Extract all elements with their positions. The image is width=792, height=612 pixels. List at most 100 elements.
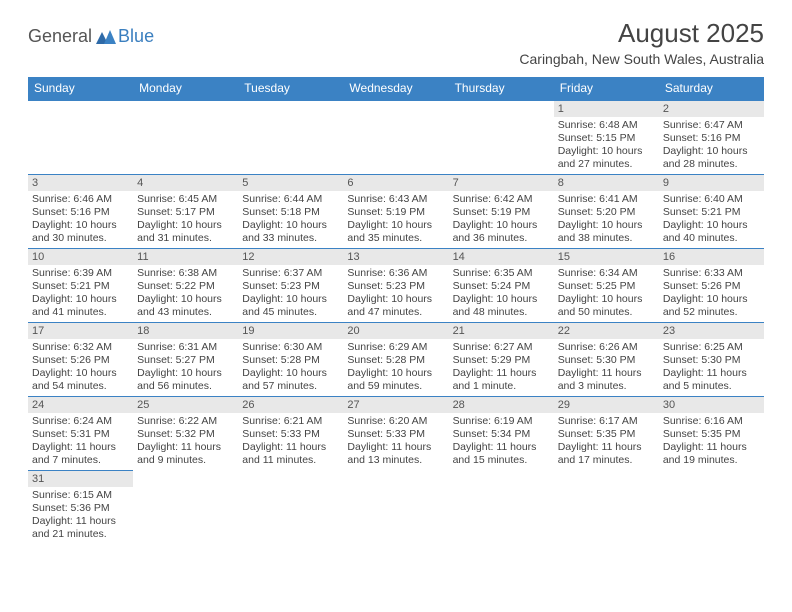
day-data: Sunrise: 6:43 AMSunset: 5:19 PMDaylight:… (343, 191, 448, 248)
day-header: Sunday (28, 77, 133, 100)
day-data: Sunrise: 6:46 AMSunset: 5:16 PMDaylight:… (28, 191, 133, 248)
day-data: Sunrise: 6:26 AMSunset: 5:30 PMDaylight:… (554, 339, 659, 396)
day-number: 12 (238, 249, 343, 265)
calendar-cell (449, 470, 554, 544)
calendar-cell: 18Sunrise: 6:31 AMSunset: 5:27 PMDayligh… (133, 322, 238, 396)
day-data: Sunrise: 6:33 AMSunset: 5:26 PMDaylight:… (659, 265, 764, 322)
calendar-row: 3Sunrise: 6:46 AMSunset: 5:16 PMDaylight… (28, 174, 764, 248)
calendar-cell: 27Sunrise: 6:20 AMSunset: 5:33 PMDayligh… (343, 396, 448, 470)
day-number: 4 (133, 175, 238, 191)
calendar-cell: 14Sunrise: 6:35 AMSunset: 5:24 PMDayligh… (449, 248, 554, 322)
day-header: Wednesday (343, 77, 448, 100)
title-block: August 2025 Caringbah, New South Wales, … (519, 18, 764, 67)
location: Caringbah, New South Wales, Australia (519, 51, 764, 67)
calendar-cell: 26Sunrise: 6:21 AMSunset: 5:33 PMDayligh… (238, 396, 343, 470)
calendar-cell: 11Sunrise: 6:38 AMSunset: 5:22 PMDayligh… (133, 248, 238, 322)
day-header: Friday (554, 77, 659, 100)
logo-text-blue: Blue (118, 26, 154, 47)
calendar-cell: 30Sunrise: 6:16 AMSunset: 5:35 PMDayligh… (659, 396, 764, 470)
calendar-cell: 21Sunrise: 6:27 AMSunset: 5:29 PMDayligh… (449, 322, 554, 396)
day-header-row: SundayMondayTuesdayWednesdayThursdayFrid… (28, 77, 764, 100)
day-number: 6 (343, 175, 448, 191)
day-number: 2 (659, 101, 764, 117)
calendar-cell: 3Sunrise: 6:46 AMSunset: 5:16 PMDaylight… (28, 174, 133, 248)
day-data: Sunrise: 6:35 AMSunset: 5:24 PMDaylight:… (449, 265, 554, 322)
day-data: Sunrise: 6:32 AMSunset: 5:26 PMDaylight:… (28, 339, 133, 396)
day-data: Sunrise: 6:29 AMSunset: 5:28 PMDaylight:… (343, 339, 448, 396)
day-number: 9 (659, 175, 764, 191)
calendar-cell: 31Sunrise: 6:15 AMSunset: 5:36 PMDayligh… (28, 470, 133, 544)
day-number: 25 (133, 397, 238, 413)
day-number: 19 (238, 323, 343, 339)
day-number: 11 (133, 249, 238, 265)
calendar-cell (238, 100, 343, 174)
calendar-cell: 17Sunrise: 6:32 AMSunset: 5:26 PMDayligh… (28, 322, 133, 396)
calendar-table: SundayMondayTuesdayWednesdayThursdayFrid… (28, 77, 764, 544)
day-data: Sunrise: 6:34 AMSunset: 5:25 PMDaylight:… (554, 265, 659, 322)
day-data: Sunrise: 6:31 AMSunset: 5:27 PMDaylight:… (133, 339, 238, 396)
day-data: Sunrise: 6:22 AMSunset: 5:32 PMDaylight:… (133, 413, 238, 470)
day-number: 28 (449, 397, 554, 413)
day-data: Sunrise: 6:44 AMSunset: 5:18 PMDaylight:… (238, 191, 343, 248)
calendar-cell: 12Sunrise: 6:37 AMSunset: 5:23 PMDayligh… (238, 248, 343, 322)
day-number: 18 (133, 323, 238, 339)
calendar-row: 31Sunrise: 6:15 AMSunset: 5:36 PMDayligh… (28, 470, 764, 544)
day-data: Sunrise: 6:19 AMSunset: 5:34 PMDaylight:… (449, 413, 554, 470)
calendar-cell: 28Sunrise: 6:19 AMSunset: 5:34 PMDayligh… (449, 396, 554, 470)
day-data: Sunrise: 6:15 AMSunset: 5:36 PMDaylight:… (28, 487, 133, 544)
day-data: Sunrise: 6:25 AMSunset: 5:30 PMDaylight:… (659, 339, 764, 396)
day-header: Monday (133, 77, 238, 100)
calendar-cell: 10Sunrise: 6:39 AMSunset: 5:21 PMDayligh… (28, 248, 133, 322)
calendar-cell (659, 470, 764, 544)
day-data: Sunrise: 6:20 AMSunset: 5:33 PMDaylight:… (343, 413, 448, 470)
day-number: 13 (343, 249, 448, 265)
calendar-cell: 23Sunrise: 6:25 AMSunset: 5:30 PMDayligh… (659, 322, 764, 396)
calendar-cell: 8Sunrise: 6:41 AMSunset: 5:20 PMDaylight… (554, 174, 659, 248)
day-data: Sunrise: 6:37 AMSunset: 5:23 PMDaylight:… (238, 265, 343, 322)
calendar-cell: 4Sunrise: 6:45 AMSunset: 5:17 PMDaylight… (133, 174, 238, 248)
day-number: 17 (28, 323, 133, 339)
month-title: August 2025 (519, 18, 764, 49)
day-number: 29 (554, 397, 659, 413)
day-data: Sunrise: 6:40 AMSunset: 5:21 PMDaylight:… (659, 191, 764, 248)
day-data: Sunrise: 6:16 AMSunset: 5:35 PMDaylight:… (659, 413, 764, 470)
day-header: Thursday (449, 77, 554, 100)
calendar-cell: 24Sunrise: 6:24 AMSunset: 5:31 PMDayligh… (28, 396, 133, 470)
day-number: 3 (28, 175, 133, 191)
day-data: Sunrise: 6:30 AMSunset: 5:28 PMDaylight:… (238, 339, 343, 396)
logo: General Blue (28, 26, 154, 47)
day-data: Sunrise: 6:38 AMSunset: 5:22 PMDaylight:… (133, 265, 238, 322)
calendar-cell (343, 100, 448, 174)
calendar-cell: 5Sunrise: 6:44 AMSunset: 5:18 PMDaylight… (238, 174, 343, 248)
calendar-cell: 7Sunrise: 6:42 AMSunset: 5:19 PMDaylight… (449, 174, 554, 248)
calendar-cell: 16Sunrise: 6:33 AMSunset: 5:26 PMDayligh… (659, 248, 764, 322)
calendar-cell (449, 100, 554, 174)
day-data: Sunrise: 6:42 AMSunset: 5:19 PMDaylight:… (449, 191, 554, 248)
day-number: 15 (554, 249, 659, 265)
logo-text-general: General (28, 26, 92, 47)
day-data: Sunrise: 6:47 AMSunset: 5:16 PMDaylight:… (659, 117, 764, 174)
day-number: 30 (659, 397, 764, 413)
day-number: 26 (238, 397, 343, 413)
day-data: Sunrise: 6:36 AMSunset: 5:23 PMDaylight:… (343, 265, 448, 322)
day-number: 23 (659, 323, 764, 339)
calendar-cell: 29Sunrise: 6:17 AMSunset: 5:35 PMDayligh… (554, 396, 659, 470)
calendar-cell (28, 100, 133, 174)
day-number: 22 (554, 323, 659, 339)
day-data: Sunrise: 6:41 AMSunset: 5:20 PMDaylight:… (554, 191, 659, 248)
calendar-body: 1Sunrise: 6:48 AMSunset: 5:15 PMDaylight… (28, 100, 764, 544)
calendar-cell: 9Sunrise: 6:40 AMSunset: 5:21 PMDaylight… (659, 174, 764, 248)
calendar-cell: 22Sunrise: 6:26 AMSunset: 5:30 PMDayligh… (554, 322, 659, 396)
calendar-cell: 25Sunrise: 6:22 AMSunset: 5:32 PMDayligh… (133, 396, 238, 470)
calendar-cell (238, 470, 343, 544)
day-number: 16 (659, 249, 764, 265)
flag-icon (96, 30, 116, 44)
calendar-cell: 15Sunrise: 6:34 AMSunset: 5:25 PMDayligh… (554, 248, 659, 322)
day-number: 31 (28, 471, 133, 487)
calendar-row: 1Sunrise: 6:48 AMSunset: 5:15 PMDaylight… (28, 100, 764, 174)
calendar-row: 17Sunrise: 6:32 AMSunset: 5:26 PMDayligh… (28, 322, 764, 396)
calendar-cell: 19Sunrise: 6:30 AMSunset: 5:28 PMDayligh… (238, 322, 343, 396)
day-number: 14 (449, 249, 554, 265)
day-header: Saturday (659, 77, 764, 100)
day-number: 27 (343, 397, 448, 413)
